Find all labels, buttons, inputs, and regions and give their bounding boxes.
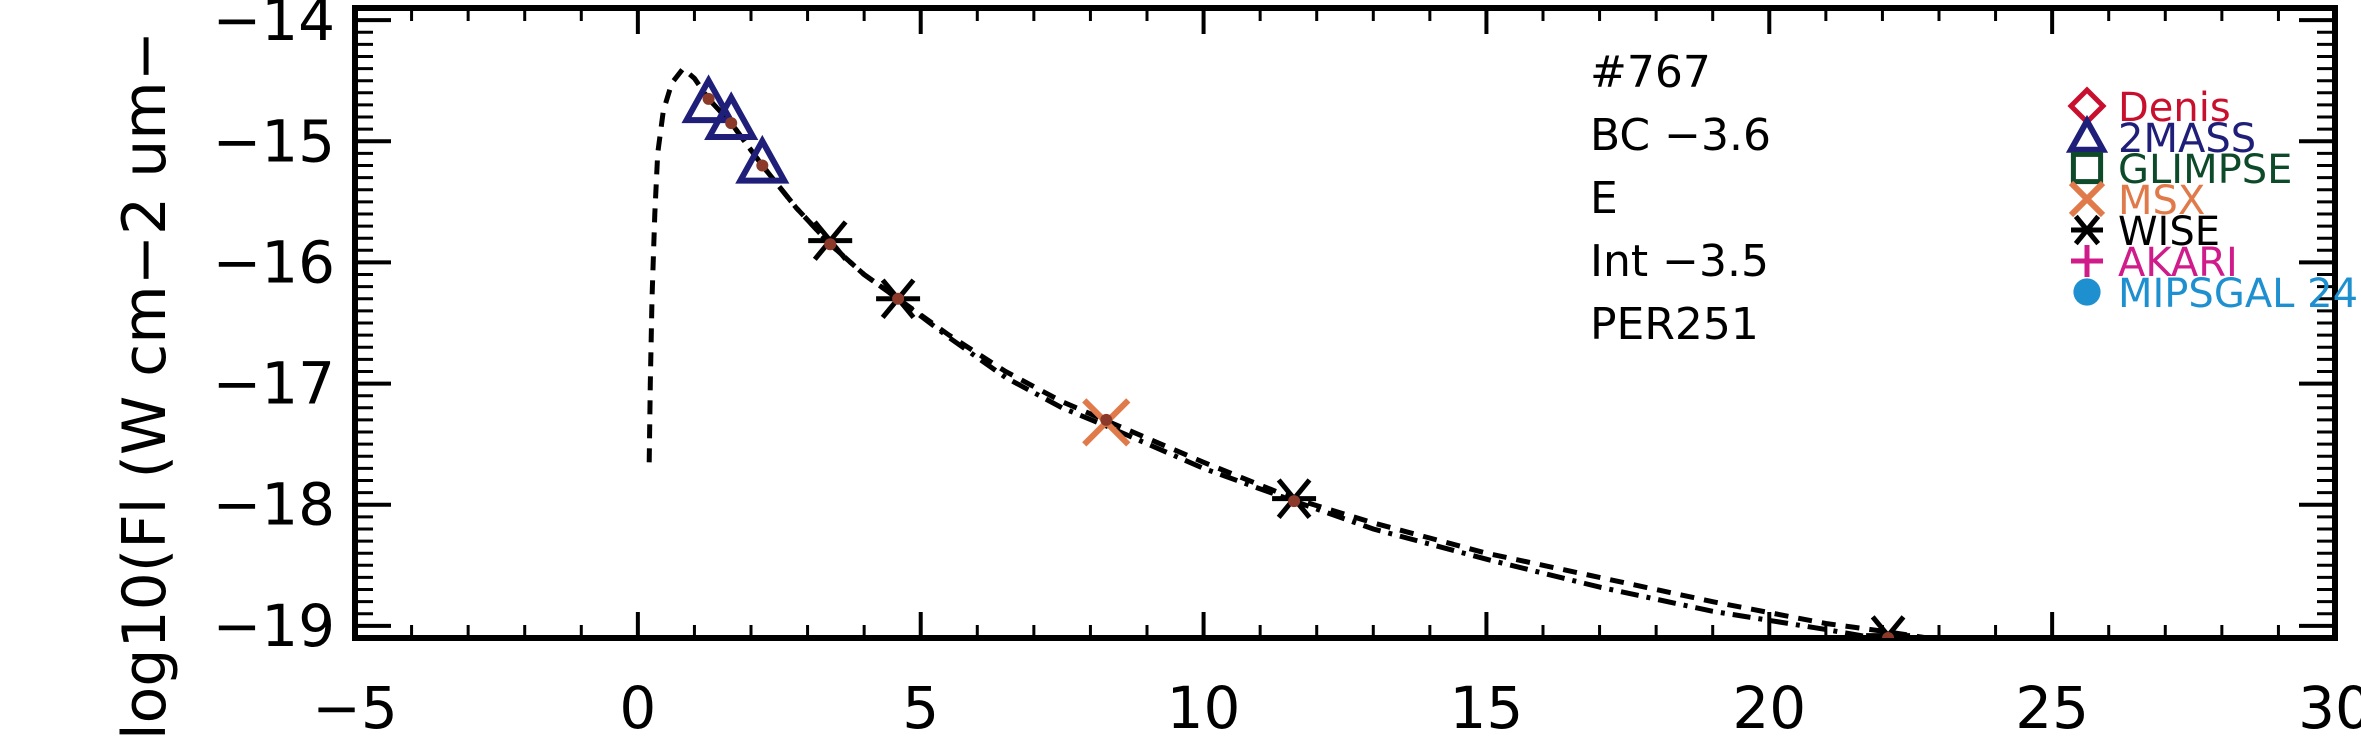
model-point <box>824 238 837 251</box>
x-tick-label: 20 <box>1732 674 1806 742</box>
x-tick-label: 25 <box>2015 674 2089 742</box>
plot-frame <box>352 5 2338 641</box>
triangle-shape <box>681 74 736 124</box>
x-tick-label: 30 <box>2298 674 2361 742</box>
marker-triangle <box>2065 114 2109 153</box>
legend-label: MIPSGAL 24 <box>2118 271 2358 317</box>
legend-label: Denis <box>2118 85 2231 131</box>
model-point <box>702 92 715 105</box>
y-tick-label: −16 <box>213 228 335 296</box>
legend-item: MSX <box>2068 178 2205 224</box>
legend-label: WISE <box>2118 209 2220 255</box>
x-tick-label: 10 <box>1167 674 1241 742</box>
annotation-text: PER251 <box>1590 299 1759 350</box>
y-tick-label: −17 <box>213 350 335 418</box>
x-tick-label: 15 <box>1450 674 1524 742</box>
legend-item: AKARI <box>2071 240 2238 286</box>
marker-square <box>2070 151 2104 185</box>
annotation-text: BC −3.6 <box>1590 110 1771 161</box>
cross-stroke <box>2068 180 2106 218</box>
x-tick-label: 0 <box>619 674 656 742</box>
marker-plus <box>2071 245 2103 277</box>
points-layer <box>681 74 1911 638</box>
marker-triangle <box>735 134 790 184</box>
model-point <box>1288 495 1301 508</box>
y-tick-label: −19 <box>213 592 335 660</box>
triangle-shape <box>704 91 759 141</box>
marker-triangle <box>704 91 759 141</box>
legend-label: MSX <box>2118 178 2205 224</box>
legend-item: MIPSGAL 24 <box>2073 271 2358 317</box>
legend-item: GLIMPSE <box>2070 147 2292 193</box>
legend-item: WISE <box>2071 209 2220 255</box>
marker-asterisk <box>2071 214 2103 246</box>
annotation-text: Int −3.5 <box>1590 236 1769 287</box>
square-shape <box>2070 151 2104 185</box>
series-layer <box>646 64 1945 638</box>
triangle-shape <box>2065 114 2109 153</box>
annotations: #767 BC −3.6 E Int −3.5 PER251 <box>1590 47 1771 350</box>
legend-label: 2MASS <box>2118 116 2256 162</box>
annotation-text: #767 <box>1590 47 1711 98</box>
asterisk-stroke <box>2073 214 2101 246</box>
model-point <box>892 292 905 305</box>
marker-cross <box>2068 180 2106 218</box>
marker-circle <box>2073 278 2101 306</box>
circle-shape <box>2073 278 2101 306</box>
axes: −5 0 5 10 15 20 25 30 −14 −15 −16 −17 −18 −19 <box>213 0 2361 742</box>
model-point <box>1882 632 1895 638</box>
legend-label: AKARI <box>2118 240 2238 286</box>
model-point <box>756 159 769 172</box>
legend-label: GLIMPSE <box>2118 147 2292 193</box>
legend-item: 2MASS <box>2065 114 2256 162</box>
y-tick-label: −15 <box>213 107 335 175</box>
y-tick-label: −14 <box>213 0 335 54</box>
y-tick-label: −18 <box>213 471 335 539</box>
model-point <box>725 117 738 130</box>
y-axis-label: log10(Fl (W cm−2 um− <box>110 31 180 740</box>
annotation-text: E <box>1590 173 1618 224</box>
model-point <box>1100 413 1113 426</box>
x-tick-label: −5 <box>312 674 398 742</box>
series-line-dash-dot <box>706 97 1890 638</box>
triangle-shape <box>735 134 790 184</box>
x-tick-label: 5 <box>902 674 939 742</box>
marker-triangle <box>681 74 736 124</box>
